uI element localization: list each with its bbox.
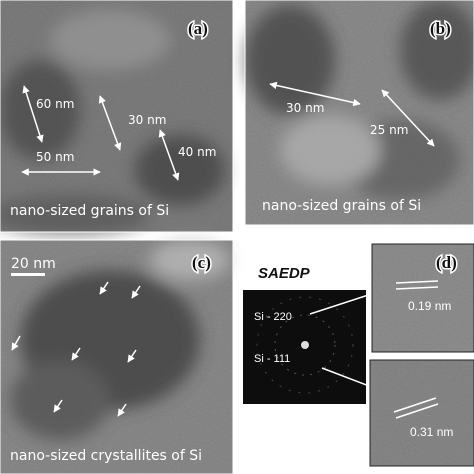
panel-label: (d) [436,253,457,272]
shape [50,10,170,70]
arrow [158,129,180,181]
panel-b: (b) 30 nm 25 nm nano-sized grains of Si [244,0,474,226]
shape [256,296,354,394]
annotation: 60 nm [36,97,74,111]
panel-a: (a) 60 nm 30 nm 50 nm 40 nm nano-sized g… [0,0,234,235]
line [395,403,439,419]
caption: nano-sized grains of Si [10,203,169,219]
arrow [269,81,361,107]
shape [371,243,474,353]
scale-bar-label: 20 nm [11,256,56,272]
spacing-label: 0.19 nm [408,299,451,313]
shape [135,135,225,205]
arrow [381,89,435,147]
panel-c: 20 nm (c) nano-sized crystallites of Si [0,239,234,474]
shape [0,0,234,233]
line [393,397,437,413]
line [117,403,127,417]
ring-label: Si - 111 [254,353,290,365]
shape [10,240,230,440]
line [395,280,439,284]
line [11,335,21,351]
shape [400,0,474,100]
caption: nano-sized grains of Si [262,198,421,214]
arrows [11,281,141,417]
shape [0,195,150,235]
line [71,347,81,361]
spacing-label: 0.31 nm [410,425,453,439]
ring-label: Si - 220 [254,311,292,323]
scale-bar [11,273,45,276]
shape [274,314,336,376]
panel-label: (a) [188,19,208,38]
panel-label: (c) [192,253,211,272]
shape [370,360,474,466]
line [127,349,137,363]
annotation: 40 nm [178,145,216,159]
panel-label: (b) [430,19,451,38]
shape [369,359,474,467]
annotation: 25 nm [370,123,408,137]
shape [301,341,309,349]
panel-d: (d) 0.19 nm 0.31 nm [369,243,474,467]
annotation: 50 nm [36,150,74,164]
arrow [98,95,122,151]
shape [0,239,234,474]
saedp: SAEDP Si - 220 Si - 111 [243,265,397,404]
line [131,285,141,299]
shape [245,5,335,115]
shape [10,360,110,440]
line [53,399,63,413]
shape [280,115,380,185]
annotation: 30 nm [128,113,166,127]
shape [244,0,474,226]
arrow [22,85,44,143]
caption: nano-sized crystallites of Si [10,448,202,464]
saedp-title: SAEDP [258,265,311,282]
annotation: 30 nm [286,101,324,115]
shape [150,240,230,280]
line [395,286,439,290]
shape [372,244,474,352]
line [99,281,109,295]
